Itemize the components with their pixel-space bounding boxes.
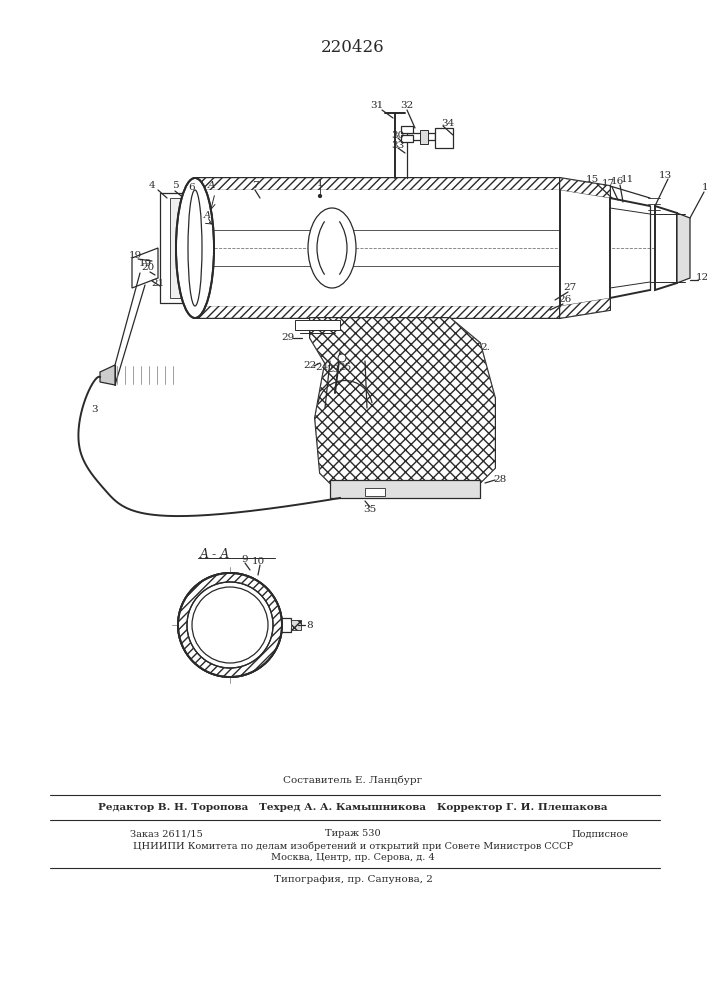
Text: 9: 9: [242, 556, 248, 564]
Circle shape: [187, 582, 273, 668]
Polygon shape: [560, 178, 610, 198]
Bar: [401, 126, 413, 133]
Text: 19: 19: [139, 258, 151, 267]
Bar: [160, 193, 190, 303]
Text: 4: 4: [148, 182, 156, 190]
Text: 12: 12: [696, 273, 707, 282]
Bar: [330, 480, 480, 498]
Bar: [190, 208, 198, 233]
Text: 21: 21: [151, 278, 165, 288]
Text: 10: 10: [252, 558, 264, 566]
Text: Заказ 2611/15: Заказ 2611/15: [130, 830, 203, 838]
Ellipse shape: [188, 190, 202, 306]
Polygon shape: [195, 178, 560, 190]
Text: 22: 22: [303, 361, 317, 370]
Text: 30: 30: [392, 130, 404, 139]
Text: 15: 15: [585, 176, 599, 184]
Circle shape: [318, 194, 322, 198]
Text: 5: 5: [172, 182, 178, 190]
Text: 14: 14: [701, 184, 707, 192]
Text: 20: 20: [141, 263, 155, 272]
Text: 220426: 220426: [321, 39, 385, 56]
Polygon shape: [195, 190, 560, 306]
Text: 6: 6: [189, 184, 195, 192]
Text: Тираж 530: Тираж 530: [325, 830, 381, 838]
Text: 25: 25: [339, 363, 351, 372]
Text: 17: 17: [602, 178, 614, 188]
Text: Подписное: Подписное: [571, 830, 629, 838]
Text: 16: 16: [610, 176, 624, 186]
Polygon shape: [132, 248, 158, 288]
Polygon shape: [560, 178, 610, 318]
Text: 7: 7: [252, 182, 258, 190]
Bar: [190, 263, 198, 288]
Circle shape: [192, 587, 268, 663]
Bar: [420, 130, 428, 144]
Text: Составитель Е. Ланцбург: Составитель Е. Ланцбург: [284, 775, 423, 785]
Circle shape: [338, 354, 346, 362]
Bar: [295, 320, 340, 330]
Text: 31: 31: [370, 101, 384, 109]
Text: 26: 26: [559, 296, 572, 304]
Bar: [170, 198, 185, 298]
Text: A - A: A - A: [200, 548, 230, 562]
Ellipse shape: [308, 208, 356, 288]
Polygon shape: [100, 365, 115, 385]
Text: 28: 28: [493, 476, 507, 485]
Ellipse shape: [176, 178, 214, 318]
Text: 23: 23: [327, 364, 339, 373]
Text: 3: 3: [92, 406, 98, 414]
Bar: [291, 620, 301, 630]
Text: 8: 8: [307, 620, 313, 630]
Polygon shape: [273, 618, 298, 632]
Bar: [435, 128, 453, 148]
Polygon shape: [310, 318, 495, 493]
Text: 34: 34: [441, 118, 455, 127]
Text: 32: 32: [400, 101, 414, 109]
Text: 29: 29: [281, 334, 295, 342]
Text: 24: 24: [315, 363, 329, 372]
Text: 35: 35: [363, 506, 377, 514]
Text: 19: 19: [129, 250, 141, 259]
Circle shape: [178, 573, 282, 677]
Text: 11: 11: [620, 174, 633, 184]
Polygon shape: [195, 306, 560, 318]
Polygon shape: [310, 318, 495, 493]
Text: 27: 27: [563, 284, 577, 292]
Text: A: A: [204, 212, 211, 221]
Text: 2.: 2.: [480, 344, 490, 353]
Text: 1: 1: [317, 178, 323, 188]
Polygon shape: [677, 213, 690, 283]
Polygon shape: [655, 206, 677, 290]
Text: Москва, Центр, пр. Серова, д. 4: Москва, Центр, пр. Серова, д. 4: [271, 852, 435, 861]
Bar: [401, 135, 413, 142]
Wedge shape: [178, 573, 282, 677]
Text: Редактор В. Н. Торопова   Техред А. А. Камышникова   Корректор Г. И. Плешакова: Редактор В. Н. Торопова Техред А. А. Кам…: [98, 804, 608, 812]
Text: A: A: [209, 182, 216, 190]
Bar: [365, 488, 385, 496]
Text: 13: 13: [658, 170, 672, 180]
Polygon shape: [560, 298, 610, 318]
Text: Типография, пр. Сапунова, 2: Типография, пр. Сапунова, 2: [274, 876, 433, 884]
Text: 33: 33: [392, 140, 404, 149]
Text: ЦНИИПИ Комитета по делам изобретений и открытий при Совете Министров СССР: ЦНИИПИ Комитета по делам изобретений и о…: [133, 841, 573, 851]
